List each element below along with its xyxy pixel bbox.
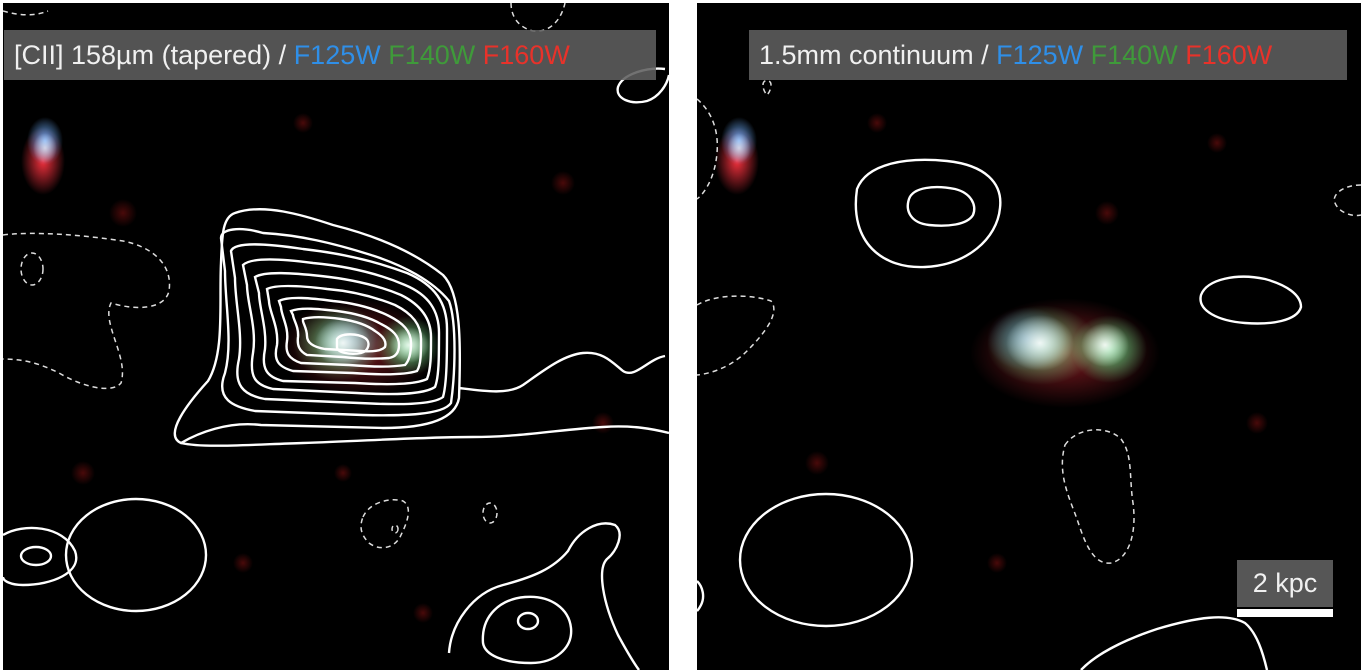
cii-filter-f140w: F140W: [388, 39, 476, 70]
continuum-panel: 1.5mm continuum / F125W F140W F160W 2 kp…: [697, 3, 1361, 670]
continuum-title: 1.5mm continuum: [759, 39, 974, 70]
background-noise: [805, 113, 1268, 573]
continuum-negative-contours: [697, 79, 1361, 564]
cii-panel-label: [CII] 158µm (tapered) / F125W F140W F160…: [4, 30, 656, 80]
scale-bar: [1237, 609, 1333, 617]
cii-filter-f160w: F160W: [482, 39, 570, 70]
cii-filter-f125w: F125W: [293, 39, 381, 70]
cii-contours: [3, 67, 669, 670]
continuum-image: [697, 3, 1361, 670]
continuum-panel-label: 1.5mm continuum / F125W F140W F160W: [749, 30, 1347, 80]
cii-image: [3, 3, 669, 670]
continuum-filter-f140w: F140W: [1090, 39, 1178, 70]
companion-source: [715, 117, 759, 195]
continuum-contours: [697, 158, 1303, 670]
scale-bar-label: 2 kpc: [1237, 560, 1333, 607]
cii-title: [CII] 158µm (tapered): [14, 39, 272, 70]
continuum-filter-f125w: F125W: [996, 39, 1084, 70]
companion-source: [21, 117, 65, 195]
continuum-filter-f160w: F160W: [1185, 39, 1273, 70]
cii-separator: /: [271, 39, 294, 70]
continuum-separator: /: [973, 39, 997, 70]
main-galaxy: [970, 298, 1160, 408]
cii-panel: [CII] 158µm (tapered) / F125W F140W F160…: [3, 3, 669, 670]
